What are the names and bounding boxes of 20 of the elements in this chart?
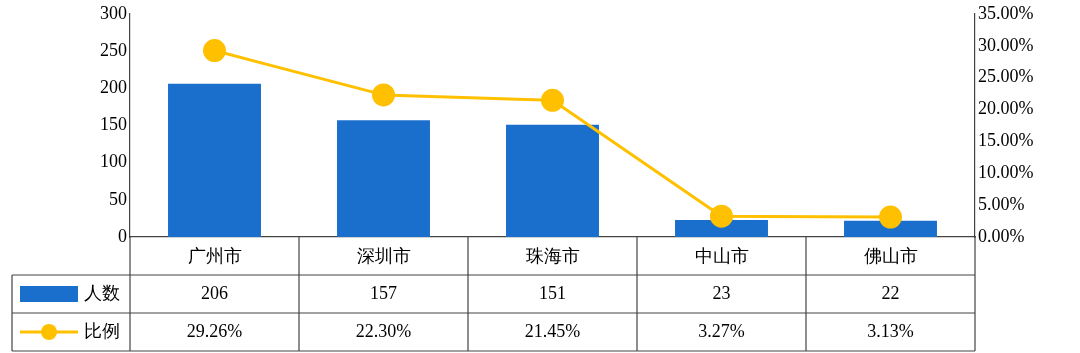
y-tick-label: 0	[118, 225, 127, 246]
x-tick-label: 广州市	[187, 245, 242, 266]
y2-tick-label: 0.00%	[978, 225, 1025, 246]
y2-tick-label: 10.00%	[978, 162, 1034, 183]
y2-tick-label: 15.00%	[978, 130, 1034, 151]
y-tick-label: 100	[100, 151, 127, 172]
y2-tick-label: 25.00%	[978, 66, 1034, 87]
y2-tick-label: 5.00%	[978, 193, 1025, 214]
x-tick-label: 深圳市	[356, 245, 411, 266]
x-tick-label: 佛山市	[863, 245, 918, 266]
y-tick-label: 50	[109, 188, 127, 209]
y2-tick-label: 35.00%	[978, 2, 1034, 23]
y2-tick-label: 20.00%	[978, 98, 1034, 119]
y2-tick-label: 30.00%	[978, 34, 1034, 55]
x-tick-label: 中山市	[694, 245, 749, 266]
y-tick-label: 300	[100, 2, 127, 23]
y-tick-label: 250	[100, 39, 127, 60]
y-tick-label: 200	[100, 77, 127, 98]
y-tick-label: 150	[100, 114, 127, 135]
x-tick-label: 珠海市	[525, 245, 580, 266]
